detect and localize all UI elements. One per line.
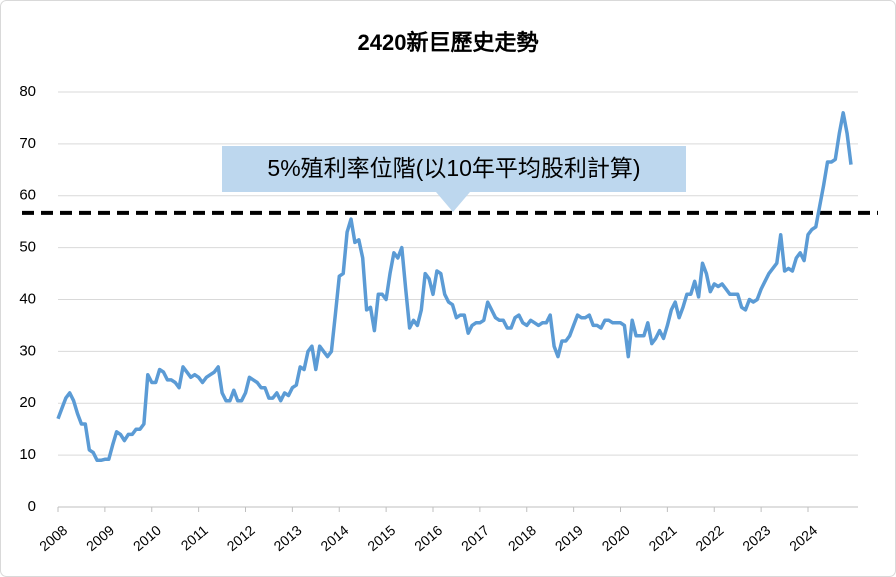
chart-title: 2420新巨歷史走勢	[358, 30, 539, 55]
y-tick-label: 10	[19, 446, 36, 463]
y-tick-label: 0	[28, 498, 36, 515]
price-line	[56, 111, 853, 463]
y-tick-label: 40	[19, 290, 36, 307]
annotation-arrow	[436, 192, 470, 212]
annotation-box	[222, 146, 686, 192]
y-tick-label: 80	[19, 83, 36, 100]
y-tick-label: 20	[19, 394, 36, 411]
annotation: 5%殖利率位階(以10年平均股利計算)	[267, 155, 640, 181]
y-tick-label: 30	[19, 342, 36, 359]
y-tick-label: 60	[19, 187, 36, 204]
y-tick-label: 70	[19, 135, 36, 152]
y-tick-label: 50	[19, 239, 36, 256]
